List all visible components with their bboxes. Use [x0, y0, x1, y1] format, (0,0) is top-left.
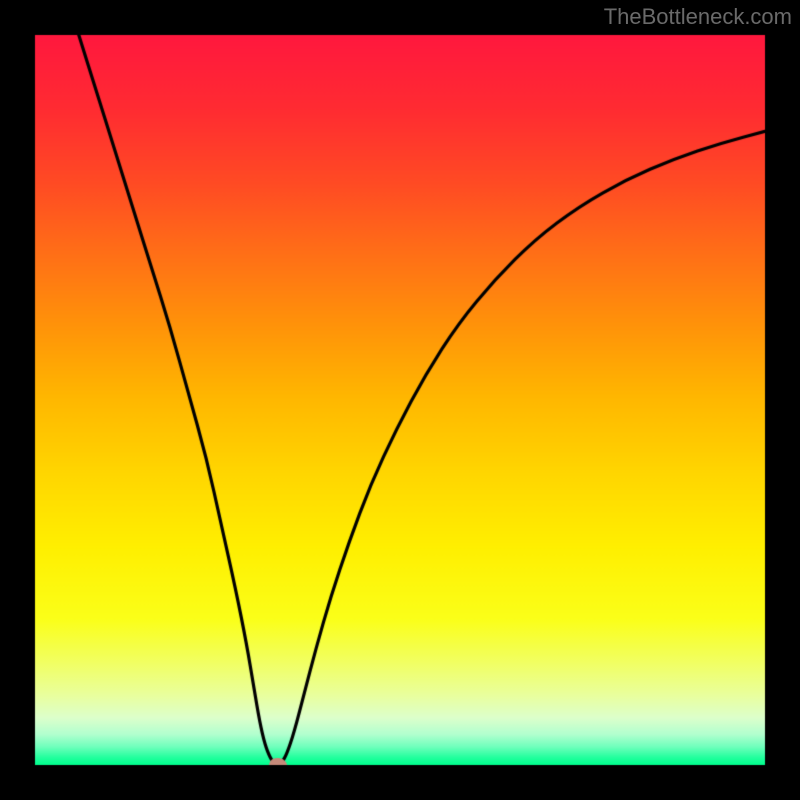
watermark-text: TheBottleneck.com [604, 4, 792, 30]
bottleneck-chart-canvas [0, 0, 800, 800]
chart-stage: TheBottleneck.com [0, 0, 800, 800]
